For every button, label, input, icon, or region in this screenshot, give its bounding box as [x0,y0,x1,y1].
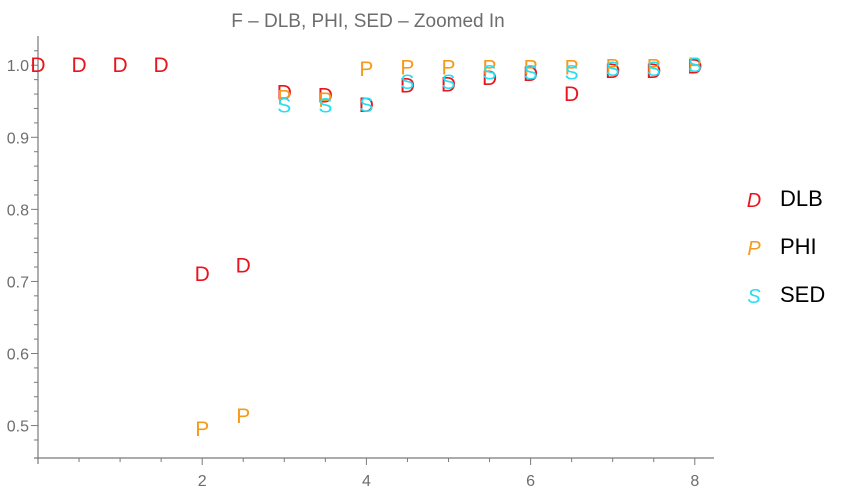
legend-marker: P [747,238,761,260]
point-phi: P [524,56,538,79]
y-tick-label: 1.0 [7,58,29,75]
point-dlb: D [277,82,292,105]
point-dlb: D [482,67,497,90]
point-sed: S [565,61,579,84]
point-phi: P [483,56,497,79]
legend: D DLB P PHI S SED [747,186,825,308]
point-phi: P [565,56,579,79]
point-sed: S [483,61,497,84]
series-dlb: D D D D D D D D D D D D D D D D D [30,54,702,286]
point-dlb: D [318,84,333,107]
point-sed: S [318,95,332,118]
point-phi: P [441,56,455,79]
point-sed: S [400,71,414,94]
point-dlb: D [359,94,374,117]
point-phi: P [236,405,250,428]
point-sed: S [524,61,538,84]
point-phi: P [195,418,209,441]
point-dlb: D [400,74,415,97]
point-phi: P [359,58,373,81]
legend-item-phi: P PHI [747,234,816,260]
y-tick-label: 0.9 [7,130,29,147]
point-dlb: D [523,63,538,86]
point-dlb: D [687,56,702,79]
point-sed: S [277,95,291,118]
legend-label: PHI [780,234,817,259]
x-tick-label: 6 [526,473,535,490]
point-dlb: D [646,60,661,83]
point-dlb: D [71,54,86,77]
y-tick-label: 0.8 [7,202,29,219]
point-phi: P [647,56,661,79]
legend-label: DLB [780,186,823,211]
y-tick-label: 0.6 [7,347,29,364]
y-tick-label: 0.5 [7,419,29,436]
point-sed: S [359,94,373,117]
legend-marker: D [747,190,761,212]
point-sed: S [647,58,661,81]
x-tick-label: 4 [362,473,371,490]
point-dlb: D [113,54,128,77]
x-tick-label: 8 [690,473,699,490]
point-dlb: D [441,74,456,97]
point-dlb: D [154,54,169,77]
point-phi: P [606,56,620,79]
point-sed: S [441,71,455,94]
point-sed: S [688,54,702,77]
point-dlb: D [564,83,579,106]
point-sed: S [606,58,620,81]
point-dlb: D [195,263,210,286]
legend-item-sed: S SED [747,282,825,308]
series-phi: P P P P P P P P P P P P P [195,54,702,441]
legend-marker: S [747,286,761,308]
legend-item-dlb: D DLB [747,186,823,212]
point-dlb: D [30,54,45,77]
point-phi: P [277,87,291,110]
series-sed: S S S S S S S S S S S [277,54,702,117]
point-dlb: D [605,60,620,83]
point-phi: P [318,89,332,112]
y-tick-label: 0.7 [7,274,29,291]
legend-label: SED [780,282,825,307]
chart-title: F – DLB, PHI, SED – Zoomed In [231,11,505,32]
point-phi: P [400,56,414,79]
point-dlb: D [236,255,251,278]
axes: 2 4 6 8 0.5 0.6 0.7 0.8 0.9 1.0 [7,36,714,490]
point-phi: P [688,54,702,77]
x-tick-label: 2 [198,473,207,490]
